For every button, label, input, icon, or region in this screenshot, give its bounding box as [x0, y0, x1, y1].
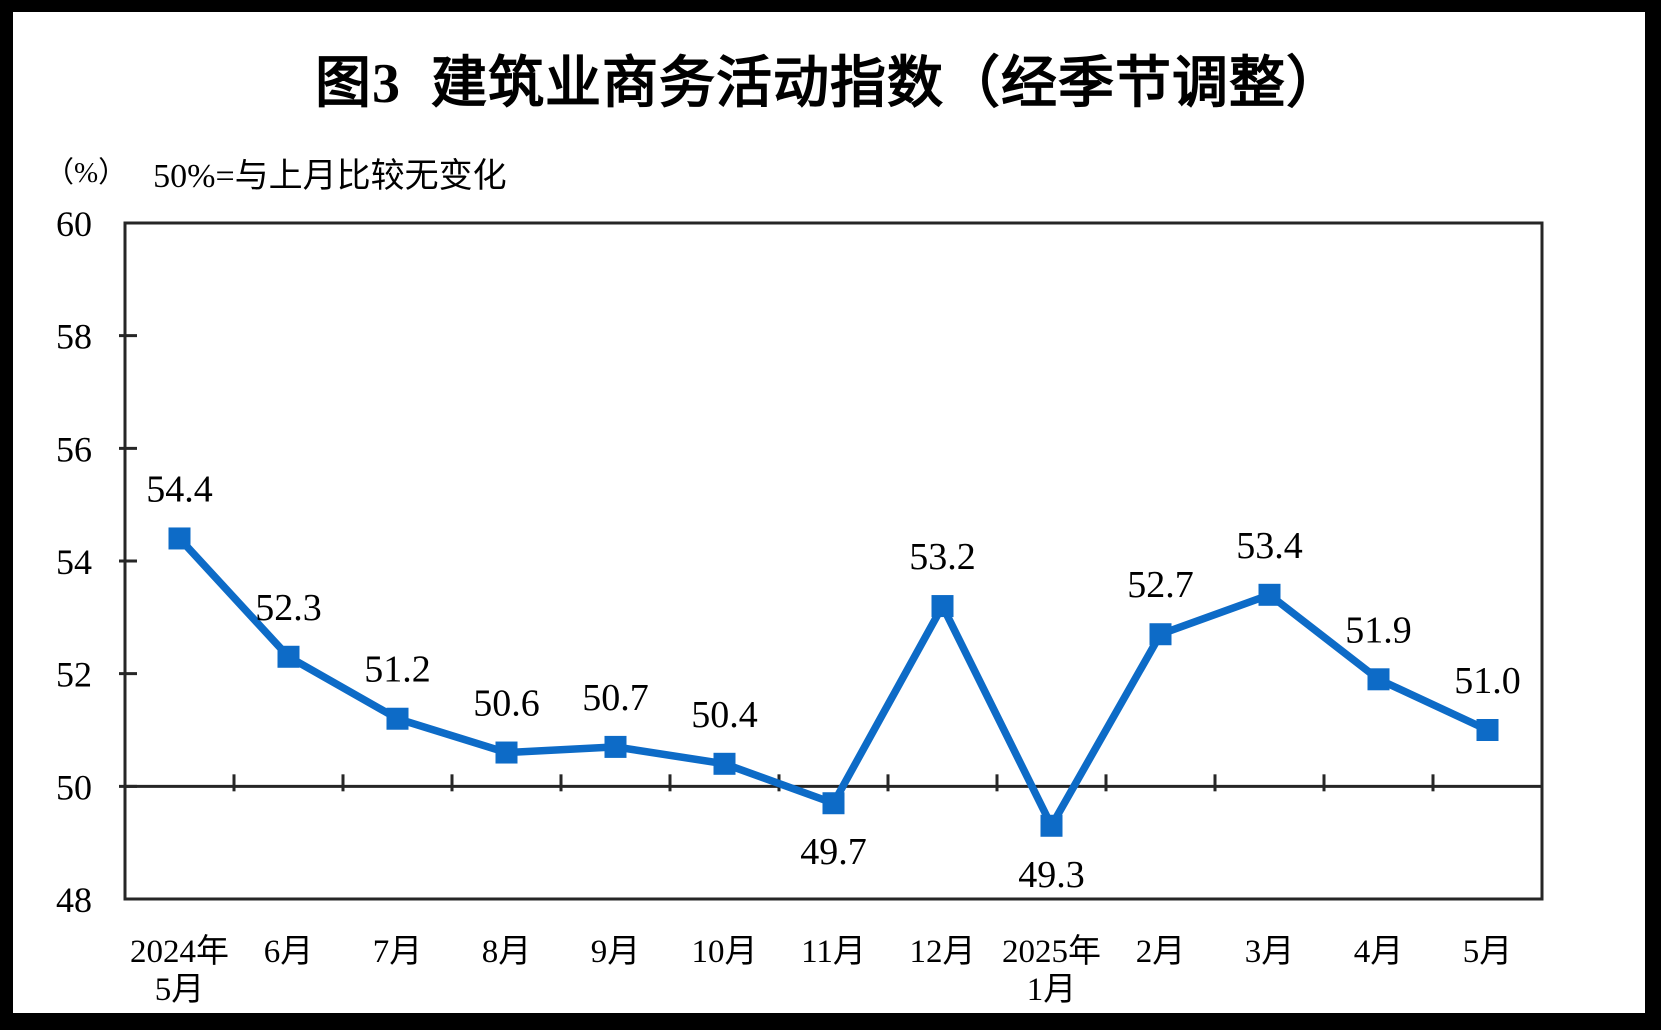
data-point-marker: [495, 741, 518, 764]
data-label: 49.7: [800, 831, 867, 873]
x-category-label-line: 11月: [801, 934, 866, 970]
y-axis-tick-label: 60: [56, 204, 92, 244]
y-axis-tick-label: 56: [56, 429, 92, 469]
x-category-label-line: 10月: [692, 934, 758, 970]
x-category-label: 3月: [1245, 934, 1295, 970]
data-label: 50.7: [582, 677, 649, 719]
x-category-label-line: 5月: [1463, 934, 1513, 970]
x-category-label: 5月: [1463, 934, 1513, 970]
x-category-label: 9月: [591, 934, 641, 970]
data-label: 50.6: [473, 683, 540, 725]
x-category-label-line: 2月: [1136, 934, 1186, 970]
x-category-label-line: 9月: [591, 934, 641, 970]
x-category-label-line: 6月: [264, 934, 314, 970]
reference-note: 50%=与上月比较无变化: [153, 158, 507, 195]
data-point-marker: [1258, 583, 1281, 606]
data-point-marker: [822, 792, 845, 815]
data-label: 50.4: [691, 694, 758, 736]
x-category-label-line: 12月: [910, 934, 976, 970]
data-label: 53.2: [909, 536, 976, 578]
data-point-marker: [168, 527, 191, 550]
y-axis-tick-label: 52: [56, 655, 92, 695]
x-category-label-line: 5月: [155, 972, 205, 1008]
chart-page: 图3 建筑业商务活动指数（经季节调整） （%） 50%=与上月比较无变化 48 50…: [13, 12, 1645, 1013]
x-category-label: 12月: [910, 934, 976, 970]
x-category-label: 10月: [692, 934, 758, 970]
chart-title: 图3 建筑业商务活动指数（经季节调整）: [315, 53, 1343, 115]
x-category-label: 7月: [373, 934, 423, 970]
line-chart-plot: 48 50 52 54 56 58 60 54.4 52.3 51.2 50.6 50.7 50.4 49…: [56, 204, 1544, 1008]
data-point-marker: [931, 595, 954, 618]
x-category-label-line: 2025年: [1002, 933, 1101, 970]
x-category-label: 8月: [482, 934, 532, 970]
x-category-label-line: 7月: [373, 934, 423, 970]
x-category-label: 2月: [1136, 934, 1186, 970]
data-point-marker: [1476, 719, 1499, 741]
data-label: 49.3: [1018, 854, 1085, 896]
x-category-label: 4月: [1354, 934, 1404, 970]
x-category-label: 2025年 1月: [1002, 933, 1101, 1008]
x-category-label-line: 8月: [482, 934, 532, 970]
data-label: 52.3: [255, 587, 322, 629]
data-label: 51.2: [364, 649, 431, 691]
y-axis-tick-label: 50: [56, 767, 92, 807]
x-category-label-line: 3月: [1245, 934, 1295, 970]
y-axis-tick-label: 48: [56, 880, 92, 920]
data-point-marker: [1040, 814, 1063, 837]
x-category-label: 11月: [801, 934, 866, 970]
data-point-marker: [277, 645, 300, 668]
data-point-marker: [1149, 623, 1172, 646]
x-category-label: 2024年 5月: [130, 933, 229, 1008]
y-axis-tick-label: 54: [56, 542, 92, 582]
y-axis-tick-label: 58: [56, 317, 92, 357]
data-point-marker: [1367, 668, 1390, 691]
data-label: 54.4: [146, 468, 213, 510]
data-label: 51.9: [1345, 609, 1412, 651]
chart-subtitle: （%） 50%=与上月比较无变化: [45, 148, 507, 197]
data-point-marker: [386, 707, 409, 730]
x-category-label-line: 2024年: [130, 933, 229, 970]
percent-unit-label: （%）: [45, 157, 128, 189]
data-point-marker: [604, 735, 627, 758]
data-label: 52.7: [1127, 564, 1194, 606]
data-label: 51.0: [1454, 660, 1521, 702]
x-category-label-line: 4月: [1354, 934, 1404, 970]
x-category-label-line: 1月: [1027, 972, 1077, 1008]
x-category-label: 6月: [264, 934, 314, 970]
data-label: 53.4: [1236, 525, 1303, 567]
data-point-marker: [713, 752, 736, 775]
